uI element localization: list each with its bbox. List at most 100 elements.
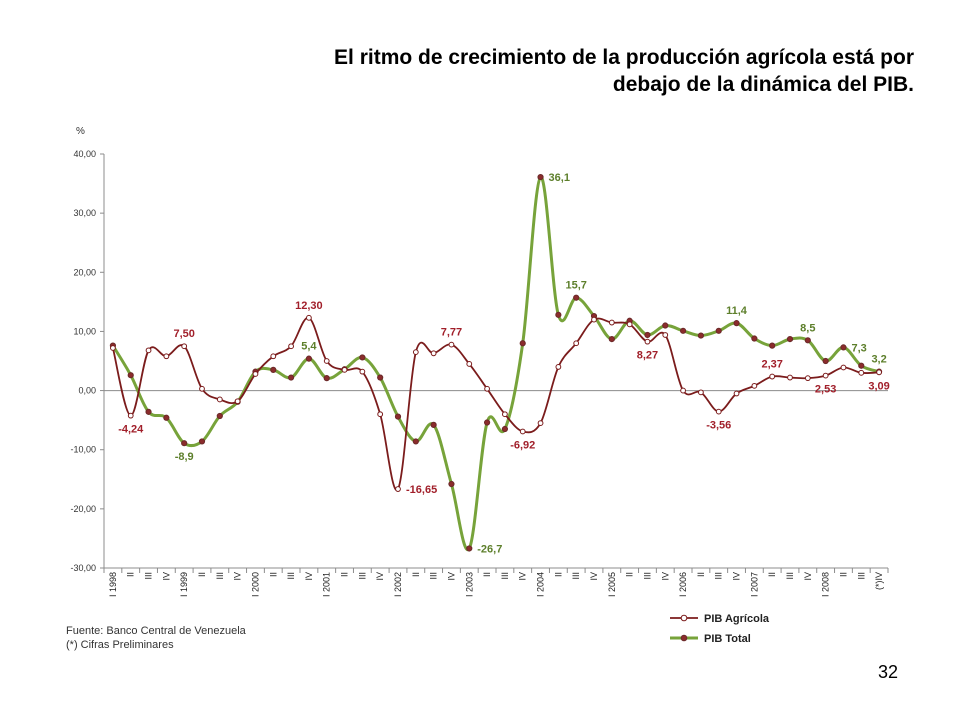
series-0-point — [359, 368, 366, 375]
data-label: -3,56 — [706, 420, 731, 432]
x-tick-label: IV — [518, 572, 528, 581]
x-tick-label: I 2006 — [678, 572, 688, 597]
legend-label-1: PIB Total — [704, 633, 751, 645]
x-tick-label: III — [144, 572, 154, 580]
series-1-point — [430, 421, 437, 428]
page-number: 32 — [878, 662, 899, 682]
series-1-point — [466, 545, 473, 552]
x-tick-label: III — [500, 572, 510, 580]
x-tick-label: I 2004 — [536, 572, 546, 597]
data-label: 8,5 — [800, 322, 815, 334]
x-tick-label: II — [197, 572, 207, 577]
series-0-point — [395, 486, 401, 492]
series-0-point — [573, 340, 580, 347]
series-0-point — [537, 420, 544, 427]
data-label: 11,4 — [726, 305, 748, 317]
series-0-point — [858, 369, 865, 376]
x-tick-label: I 2002 — [393, 572, 403, 597]
series-0-point — [412, 349, 419, 356]
series-0-point — [591, 316, 597, 323]
series-1-point — [840, 344, 847, 351]
data-label: 3,09 — [868, 380, 889, 392]
title-line-1: El ritmo de crecimiento de la producción… — [334, 46, 914, 69]
series-0-point — [341, 366, 348, 373]
series-1-point — [822, 357, 829, 365]
series-0-point — [323, 358, 330, 364]
series-0-point — [502, 411, 508, 418]
preliminary-note: (*) Cifras Preliminares — [66, 639, 174, 651]
series-1-point — [127, 372, 134, 379]
series-1-point — [715, 327, 722, 334]
x-tick-label: I 2005 — [607, 572, 617, 597]
series-1-point — [519, 340, 526, 347]
series-0-point — [876, 369, 882, 376]
y-tick-label: 10,00 — [73, 326, 96, 336]
data-label: 12,30 — [295, 300, 323, 312]
x-tick-label: IV — [660, 572, 670, 581]
x-tick-label: II — [411, 572, 421, 577]
y-tick-label: 30,00 — [73, 208, 96, 218]
series-0-point — [715, 408, 722, 415]
series-1-point — [163, 414, 170, 421]
y-tick-label: 20,00 — [73, 267, 96, 277]
series-1-point — [270, 366, 277, 373]
data-label: -8,9 — [175, 451, 194, 463]
series-1-point — [412, 438, 419, 445]
x-tick-label: III — [642, 572, 652, 580]
series-1-point — [555, 311, 562, 318]
legend-marker-1 — [680, 634, 688, 642]
series-0-point — [163, 353, 170, 360]
series-0-point — [840, 364, 847, 371]
x-tick-label: IV — [589, 572, 599, 581]
x-tick-label: I 1999 — [179, 572, 189, 597]
series-0-point — [662, 332, 669, 338]
series-1-point — [448, 480, 455, 488]
series-0-point — [555, 364, 562, 370]
x-tick-label: II — [553, 572, 563, 577]
data-label: 7,50 — [173, 328, 194, 340]
series-1-point — [679, 327, 687, 334]
x-tick-label: III — [785, 572, 795, 580]
x-tick-label: IV — [375, 572, 385, 581]
data-label: -26,7 — [477, 543, 502, 555]
series-1-point — [501, 425, 509, 433]
series-1-point — [483, 419, 491, 426]
data-label: -4,24 — [118, 424, 144, 436]
series-1-point — [662, 322, 669, 329]
series-0-point — [769, 373, 776, 380]
series-1-point — [181, 440, 188, 447]
series-1-point — [697, 332, 705, 339]
data-label: 5,4 — [301, 341, 317, 353]
slide-title: El ritmo de crecimiento de la producción… — [154, 44, 914, 98]
y-tick-label: -10,00 — [70, 445, 96, 455]
x-tick-label: II — [625, 572, 635, 577]
series-0-point — [145, 347, 152, 354]
series-0-point — [519, 428, 526, 435]
series-1-point — [305, 355, 313, 362]
x-tick-label: III — [571, 572, 581, 580]
data-label: -6,92 — [510, 439, 535, 451]
series-0-point — [751, 382, 758, 389]
series-1-point — [394, 413, 402, 420]
data-label: 7,3 — [851, 342, 866, 354]
series-1-point — [216, 412, 223, 420]
x-tick-label: II — [482, 572, 492, 577]
series-0-point — [306, 314, 312, 321]
series-0-point — [110, 345, 116, 351]
x-tick-label: II — [340, 572, 350, 577]
source-note: Fuente: Banco Central de Venezuela — [66, 625, 246, 637]
series-0-point — [127, 412, 134, 419]
x-tick-label: II — [838, 572, 848, 577]
series-1-point — [751, 335, 758, 342]
series-1-point — [804, 337, 811, 344]
x-tick-label: IV — [233, 572, 243, 581]
series-1-point — [377, 374, 384, 381]
series-1-point — [769, 342, 776, 349]
series-0-point — [234, 398, 241, 405]
series-0-point — [733, 390, 740, 397]
data-label: 7,77 — [441, 327, 462, 339]
series-1-point — [644, 331, 651, 339]
legend-label-0: PIB Agrícola — [704, 613, 770, 625]
series-1-point — [608, 336, 615, 343]
